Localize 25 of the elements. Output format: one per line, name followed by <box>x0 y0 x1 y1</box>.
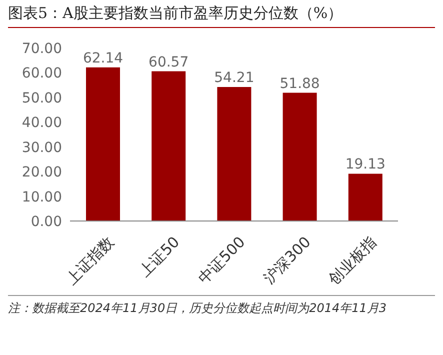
bar <box>348 174 382 221</box>
data-label: 62.14 <box>82 50 124 66</box>
data-label: 51.88 <box>280 76 320 92</box>
text: 注：数据截至2024年11月30日，历史分位数起点时间为2014年11月3 <box>8 300 388 317</box>
bar <box>152 71 186 221</box>
y-tick-label: 20.00 <box>22 164 62 181</box>
bar <box>86 67 120 221</box>
x-tick-label: 上证指数 <box>62 233 118 288</box>
y-tick-label: 70.00 <box>22 40 62 57</box>
data-label: 60.57 <box>148 54 189 70</box>
data-label: 19.13 <box>345 156 386 173</box>
bar <box>282 92 317 221</box>
bar <box>217 87 252 221</box>
x-tick-label: 上证50 <box>136 233 184 280</box>
y-tick-label: 60.00 <box>22 66 62 82</box>
y-tick-label: 30.00 <box>22 140 62 156</box>
x-tick-label: 沪深300 <box>260 233 314 288</box>
x-tick-label: 中证500 <box>194 233 249 288</box>
y-tick-label: 50.00 <box>22 90 62 106</box>
y-tick-label: 0.00 <box>30 214 62 230</box>
y-tick-label: 40.00 <box>22 115 62 132</box>
y-tick-label: 10.00 <box>22 189 62 206</box>
data-label: 54.21 <box>214 70 254 86</box>
chart-title: 图表5：A股主要指数当前市盈率历史分位数（%） <box>8 4 435 28</box>
x-tick-label: 创业板指 <box>324 233 380 288</box>
